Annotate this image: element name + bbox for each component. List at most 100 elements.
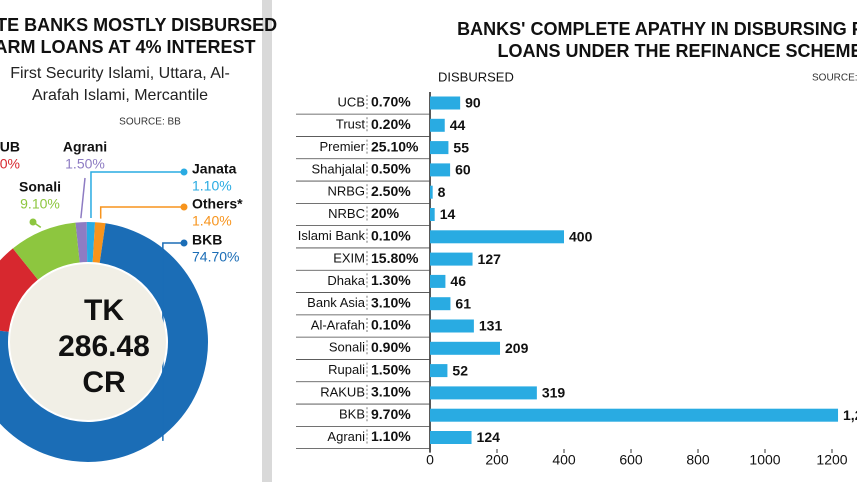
leader-line	[162, 242, 184, 441]
value-label: 90	[465, 95, 481, 111]
category-label: Premier	[319, 139, 365, 154]
subtitle: Arafah Islami, Mercantile	[32, 87, 208, 104]
x-tick-label: 200	[485, 452, 509, 468]
share-label: 0.10%	[371, 317, 411, 333]
bar	[430, 230, 564, 244]
share-label: 0.90%	[371, 339, 411, 355]
share-label: 3.10%	[371, 384, 411, 400]
share-label: 20%	[371, 205, 400, 221]
x-tick-label: 1200	[816, 452, 847, 468]
value-label: 400	[569, 229, 593, 245]
share-label: 1.10%	[371, 428, 411, 444]
slice-label: BKB	[192, 232, 222, 248]
category-label: NRBG	[327, 184, 365, 199]
slice-label: RAKUB	[0, 139, 20, 155]
bar	[430, 431, 472, 444]
slice-label: Agrani	[63, 139, 107, 155]
category-label: Al-Arafah	[311, 317, 365, 332]
donut-slice	[92, 222, 106, 263]
category-label: UCB	[338, 94, 365, 109]
source: SOURCE: BB	[812, 73, 857, 84]
leader-line	[80, 177, 86, 219]
share-label: 1.50%	[371, 361, 411, 377]
bar	[430, 319, 474, 333]
share-label: 1.30%	[371, 272, 411, 288]
bar	[430, 274, 446, 288]
category-label: Bank Asia	[307, 295, 366, 310]
bar	[430, 118, 445, 132]
leader-dot	[180, 239, 188, 247]
leader-dot	[180, 168, 188, 176]
x-tick-label: 0	[426, 452, 434, 468]
share-label: 15.80%	[371, 250, 419, 266]
x-tick-label: 600	[619, 452, 643, 468]
value-label: 209	[505, 340, 529, 356]
category-label: Rupali	[328, 362, 365, 377]
bar	[430, 341, 501, 355]
center-label: CR	[82, 366, 126, 399]
share-label: 9.70%	[371, 406, 411, 422]
bar	[430, 386, 537, 400]
bar	[430, 364, 448, 378]
slice-value: 9.10%	[20, 196, 60, 212]
slice-value: 1.40%	[192, 213, 232, 229]
category-label: NRBC	[328, 206, 365, 221]
bar	[430, 408, 839, 422]
category-label: RAKUB	[320, 384, 365, 399]
share-label: 0.20%	[371, 116, 411, 132]
category-label: EXIM	[333, 251, 365, 266]
chart-title: STATE BANKS MOSTLY DISBURSED	[0, 15, 277, 35]
value-label: 55	[453, 139, 469, 155]
share-label: 3.10%	[371, 294, 411, 310]
category-label: Agrani	[327, 429, 365, 444]
slice-value: 74.70%	[192, 249, 239, 265]
value-label: 60	[455, 162, 471, 178]
share-label: 0.10%	[371, 228, 411, 244]
slice-value: 1.10%	[192, 178, 232, 194]
value-label: 124	[477, 429, 501, 445]
subtitle: First Security Islami, Uttara, Al-	[10, 65, 230, 82]
donut-slice	[0, 223, 208, 462]
bar	[430, 297, 451, 311]
value-label: 1,218	[843, 407, 857, 423]
donut-slice	[0, 248, 38, 332]
category-label: Trust	[336, 117, 366, 132]
bar	[430, 208, 435, 221]
category-label: Sonali	[329, 340, 365, 355]
share-label: 0.50%	[371, 161, 411, 177]
bar	[430, 163, 451, 177]
value-label: 46	[450, 273, 466, 289]
slice-label: Others*	[192, 196, 243, 212]
value-label: 131	[479, 318, 503, 334]
leader-line	[99, 206, 184, 219]
chart-title: FARM LOANS AT 4% INTEREST	[0, 37, 256, 57]
value-label: 61	[455, 295, 471, 311]
slice-label: Sonali	[19, 179, 61, 195]
bar	[430, 141, 449, 155]
bar	[430, 185, 433, 199]
leader-line	[90, 171, 184, 219]
axis-label: DISBURSED	[438, 69, 514, 84]
source: SOURCE: BB	[119, 117, 181, 128]
value-label: 44	[450, 117, 466, 133]
leader-dot	[180, 203, 188, 211]
leader-dot	[29, 218, 37, 226]
x-tick-label: 800	[686, 452, 710, 468]
donut-hole	[10, 264, 166, 420]
slice-value: 12.20%	[0, 156, 20, 172]
x-tick-label: 400	[552, 452, 576, 468]
right-panel	[272, 0, 857, 482]
share-label: 2.50%	[371, 183, 411, 199]
share-label: 25.10%	[371, 138, 419, 154]
value-label: 14	[440, 206, 456, 222]
share-label: 0.70%	[371, 94, 411, 110]
donut-slice	[86, 222, 96, 263]
donut-slice	[12, 222, 80, 280]
value-label: 52	[452, 362, 468, 378]
bar	[430, 252, 473, 266]
bar	[430, 96, 461, 110]
center-label: 286.48	[58, 330, 150, 363]
value-label: 8	[438, 184, 446, 200]
